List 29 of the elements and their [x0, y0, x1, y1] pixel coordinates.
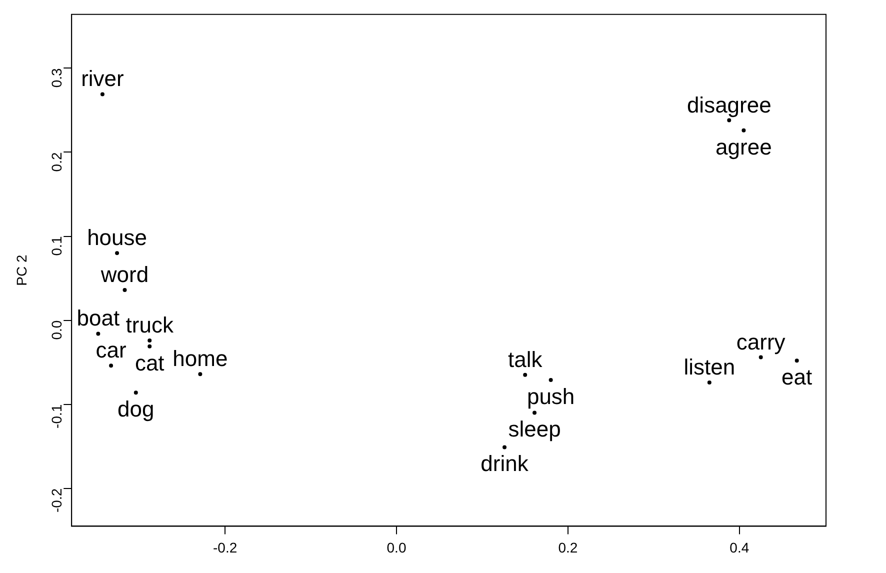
data-label: river	[81, 66, 124, 92]
data-label: home	[172, 346, 228, 372]
y-tick-label: 0.1	[48, 236, 64, 256]
data-label: dog	[118, 396, 154, 422]
y-tick-label: 0.3	[48, 68, 64, 88]
data-label: listen	[684, 354, 736, 380]
data-label: cat	[134, 350, 164, 376]
data-label: agree	[716, 134, 772, 160]
data-label: boat	[76, 306, 120, 331]
data-label: push	[526, 384, 575, 409]
x-tick-label: 0.0	[386, 539, 406, 556]
y-tick-label: 0.0	[48, 320, 64, 340]
y-axis-title: PC 2	[13, 254, 30, 286]
data-label: talk	[508, 346, 544, 372]
y-tick-label: 0.2	[48, 152, 64, 172]
data-label: sleep	[508, 416, 561, 442]
x-tick-label: 0.4	[730, 539, 750, 556]
data-label: truck	[126, 312, 174, 338]
y-tick-label: -0.2	[48, 488, 64, 513]
data-label: eat	[782, 364, 812, 390]
data-label: disagree	[686, 92, 772, 118]
data-label: house	[87, 225, 148, 250]
x-tick-label: -0.2	[212, 539, 238, 556]
y-tick-label: -0.1	[48, 404, 64, 428]
x-tick-label: 0.2	[558, 539, 578, 556]
data-label: carry	[736, 329, 786, 354]
data-label: drink	[480, 451, 530, 476]
data-label: word	[100, 262, 149, 288]
data-label: car	[96, 338, 126, 363]
